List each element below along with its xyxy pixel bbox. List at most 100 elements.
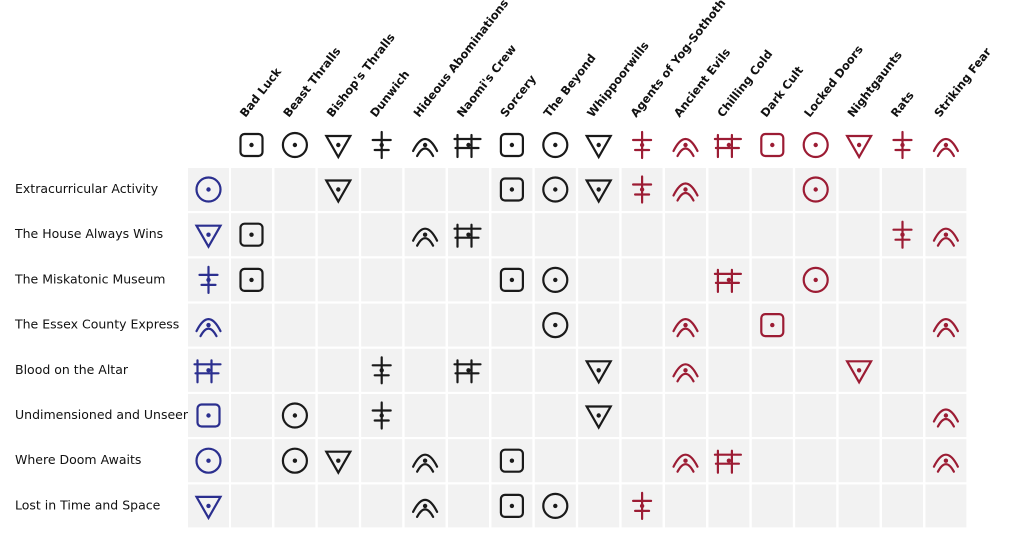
set-icon: [542, 266, 569, 293]
icon-part: [195, 176, 222, 203]
icon-part: [932, 318, 959, 338]
cell: [751, 394, 793, 437]
icon-part: [596, 142, 601, 148]
icon-part: [422, 142, 428, 148]
cell: [534, 213, 576, 257]
cell: [231, 303, 272, 347]
cell: [882, 394, 923, 437]
icon-part: [802, 176, 829, 203]
set-icon: [239, 132, 264, 158]
cell: [578, 258, 620, 302]
cell: [231, 348, 272, 392]
cell: [231, 168, 272, 211]
set-icon: [632, 130, 653, 160]
set-icon: [324, 179, 353, 204]
icon-part: [195, 447, 222, 474]
cell: [361, 484, 403, 528]
icon-part: [932, 453, 959, 473]
set-icon: [760, 313, 785, 338]
icon-part: [596, 368, 601, 373]
icon-part: [943, 458, 949, 463]
cell: [361, 258, 403, 302]
icon-part: [770, 322, 775, 328]
icon-part: [379, 142, 384, 148]
set-icon: [324, 450, 353, 475]
row-label: The Essex County Express: [14, 317, 179, 332]
cell: [448, 439, 489, 483]
cell: [838, 439, 880, 483]
column-label: Bad Luck: [237, 65, 284, 120]
icon-part: [542, 312, 569, 339]
icon-part: [760, 313, 785, 338]
icon-part: [453, 133, 482, 159]
cell: [448, 258, 489, 302]
cell: [882, 303, 923, 347]
icon-part: [206, 368, 211, 373]
scenario-icon: [193, 359, 222, 384]
cell: [317, 484, 359, 528]
cell: [448, 303, 489, 347]
set-icon: [499, 267, 524, 292]
icon-part: [856, 142, 862, 148]
icon-part: [499, 267, 524, 292]
cell: [795, 213, 837, 257]
cell: [925, 168, 967, 211]
icon-part: [194, 495, 223, 521]
icon-part: [509, 187, 515, 192]
scenario-icon: [194, 224, 223, 249]
cell: [708, 213, 750, 257]
set-icon: [632, 175, 653, 204]
cell: [838, 394, 880, 437]
icon-part: [713, 268, 742, 293]
row-label: Undimensioned and Unseen: [15, 407, 191, 422]
icon-part: [206, 187, 211, 192]
cell: [361, 303, 403, 347]
icon-part: [943, 142, 949, 148]
icon-part: [845, 134, 873, 160]
cell: [838, 303, 880, 347]
cell: [751, 484, 793, 528]
icon-part: [813, 187, 818, 192]
set-icon: [542, 312, 569, 339]
icon-part: [292, 413, 298, 418]
icon-part: [553, 142, 558, 148]
icon-part: [542, 131, 569, 159]
icon-part: [466, 368, 471, 373]
cell: [404, 348, 446, 392]
set-icon: [760, 132, 785, 158]
set-icon: [845, 360, 873, 385]
cell: [404, 168, 446, 211]
cell: [882, 484, 923, 528]
icon-part: [726, 277, 732, 283]
cell: [274, 168, 316, 211]
cell: [795, 303, 837, 347]
icon-part: [453, 359, 482, 384]
set-icon: [542, 492, 569, 519]
cell: [274, 303, 316, 347]
icon-part: [292, 458, 298, 463]
cell: [751, 168, 793, 211]
cell: [708, 168, 750, 211]
icon-part: [639, 142, 645, 148]
set-icon: [542, 131, 569, 159]
icon-part: [553, 277, 558, 283]
cell: [795, 484, 837, 528]
icon-part: [672, 137, 699, 158]
cell: [317, 258, 359, 302]
cell: [621, 348, 663, 392]
icon-part: [639, 503, 645, 509]
cell: [578, 484, 620, 528]
cell: [578, 439, 620, 483]
set-icon: [499, 493, 524, 518]
icon-part: [466, 232, 471, 237]
icon-part: [672, 182, 699, 202]
set-icon: [932, 453, 959, 473]
cell: [361, 168, 403, 211]
set-icon: [713, 449, 742, 474]
cell: [795, 439, 837, 483]
set-icon: [932, 408, 959, 428]
icon-part: [412, 137, 439, 158]
cell: [274, 213, 316, 257]
set-icon: [239, 267, 264, 292]
cell: [665, 213, 706, 257]
